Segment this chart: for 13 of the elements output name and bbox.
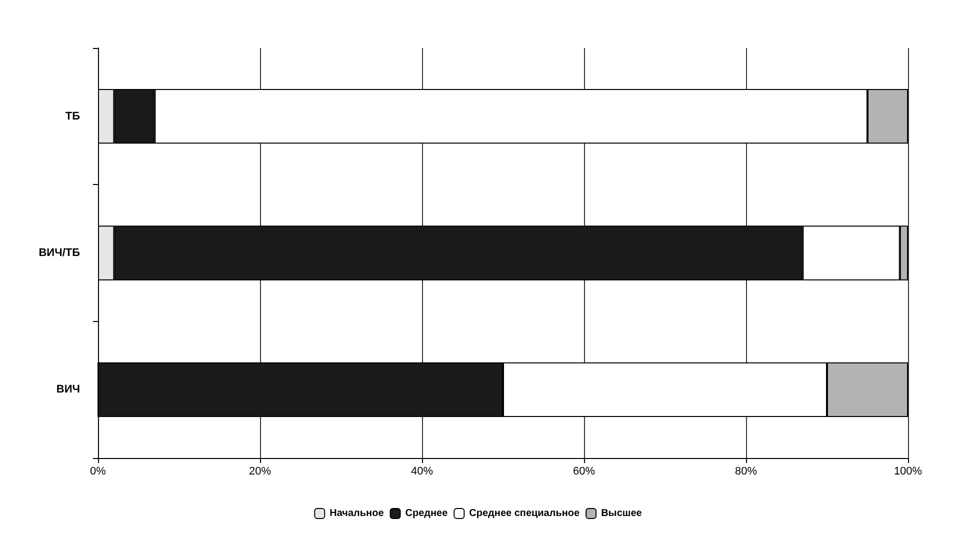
x-tick-label: 40%	[410, 466, 434, 478]
y-tick-label: ВИЧ	[56, 384, 80, 396]
legend-label: Высшее	[601, 508, 642, 519]
x-tick-label: 100%	[894, 466, 922, 478]
x-tick-label: 60%	[572, 466, 596, 478]
x-tick-label: 20%	[248, 466, 272, 478]
legend-label: Среднее специальное	[469, 508, 580, 519]
x-tick-label: 0%	[90, 466, 106, 478]
legend-label: Начальное	[330, 508, 384, 519]
x-tick-label: 80%	[734, 466, 758, 478]
y-tick-label: ТБ	[65, 110, 80, 122]
legend-label: Среднее	[405, 508, 448, 519]
y-tick-label: ВИЧ/ТБ	[38, 247, 80, 259]
